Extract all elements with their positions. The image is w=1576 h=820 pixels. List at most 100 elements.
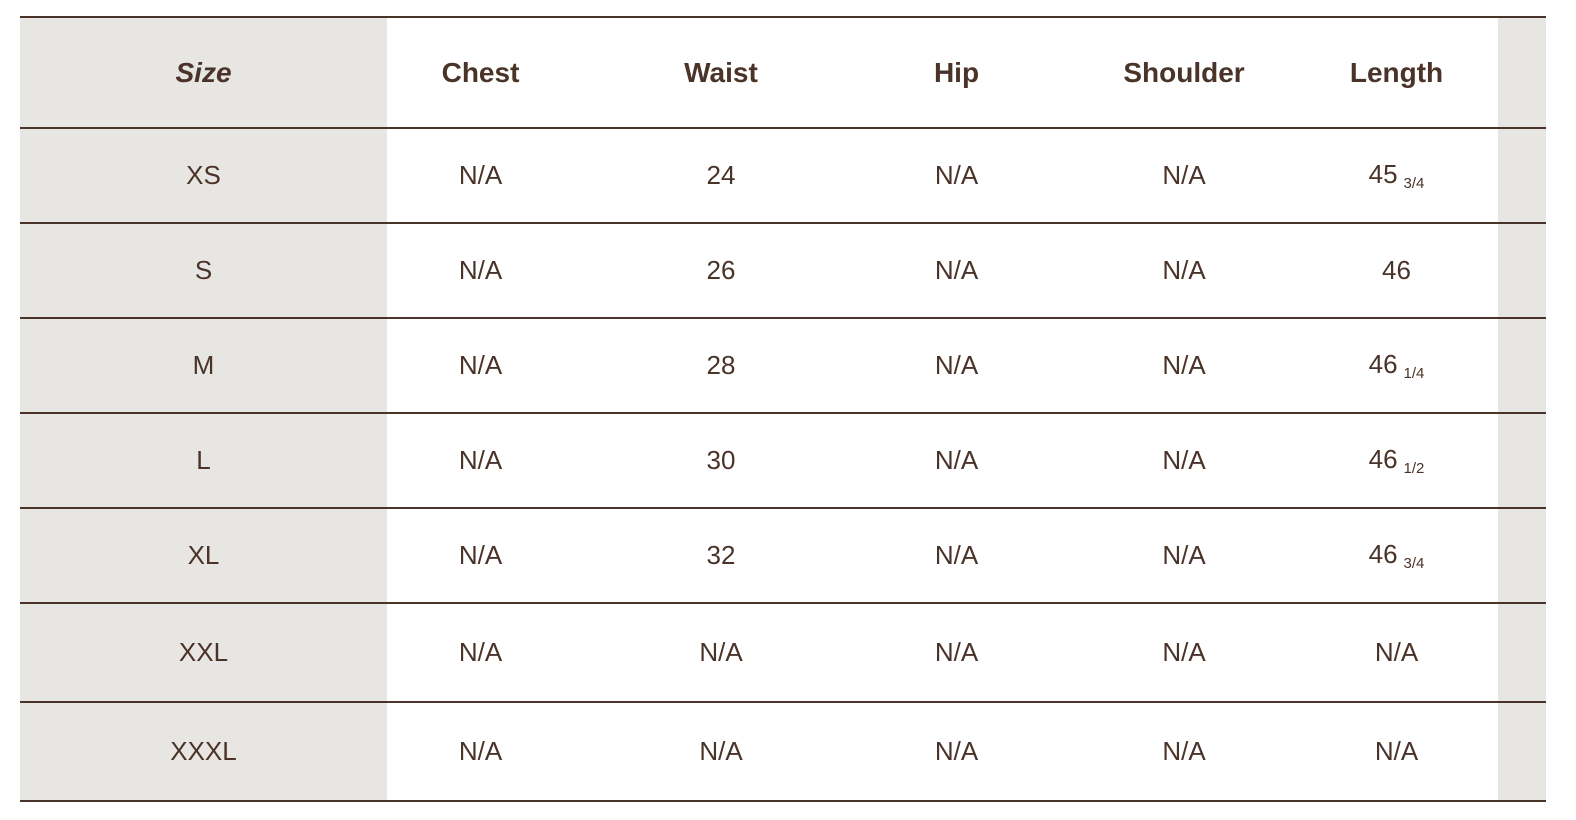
shaded-edge-column bbox=[1498, 16, 1546, 129]
cell-length: N/A bbox=[1295, 702, 1498, 802]
cell-hip-value: N/A bbox=[934, 540, 979, 570]
cell-hip-value: N/A bbox=[934, 255, 979, 285]
shaded-edge-cell bbox=[1498, 318, 1546, 414]
shaded-edge-cell bbox=[1498, 508, 1546, 604]
cell-length: N/A bbox=[1295, 603, 1498, 703]
cell-shoulder: N/A bbox=[1073, 318, 1295, 414]
cell-hip-value: N/A bbox=[934, 736, 979, 766]
header-hip: Hip bbox=[840, 16, 1073, 129]
cell-hip-value: N/A bbox=[934, 350, 979, 380]
cell-waist: 26 bbox=[602, 223, 840, 319]
cell-waist-value: 30 bbox=[706, 445, 736, 475]
cell-length: 45 3/4 bbox=[1295, 128, 1498, 224]
shaded-edge-cell bbox=[1498, 702, 1546, 802]
cell-hip: N/A bbox=[840, 702, 1073, 802]
cell-size: L bbox=[20, 413, 387, 509]
table-row: XL N/A 32 N/A N/A 46 3/4 bbox=[20, 508, 1546, 604]
cell-length-value: 46 bbox=[1382, 255, 1411, 285]
header-size: Size bbox=[20, 16, 387, 129]
cell-chest: N/A bbox=[387, 318, 602, 414]
cell-hip-value: N/A bbox=[934, 160, 979, 190]
cell-length-value: 46 bbox=[1368, 349, 1398, 379]
shaded-edge-cell bbox=[1498, 603, 1546, 703]
cell-size-value: XS bbox=[186, 160, 221, 190]
shaded-edge-cell bbox=[1498, 413, 1546, 509]
cell-chest-value: N/A bbox=[458, 736, 503, 766]
cell-hip: N/A bbox=[840, 508, 1073, 604]
cell-waist-value: N/A bbox=[699, 736, 743, 766]
cell-waist-value: 32 bbox=[706, 540, 736, 570]
header-chest: Chest bbox=[387, 16, 602, 129]
cell-length-value: 46 bbox=[1368, 444, 1398, 474]
cell-shoulder: N/A bbox=[1073, 702, 1295, 802]
length-fraction: 1/2 bbox=[1403, 460, 1425, 477]
cell-shoulder: N/A bbox=[1073, 508, 1295, 604]
cell-waist: 28 bbox=[602, 318, 840, 414]
cell-length: 46 bbox=[1295, 223, 1498, 319]
cell-hip-value: N/A bbox=[934, 637, 979, 667]
cell-waist: 30 bbox=[602, 413, 840, 509]
cell-shoulder-value: N/A bbox=[1162, 350, 1206, 380]
cell-chest-value: N/A bbox=[458, 540, 503, 570]
length-fraction: 3/4 bbox=[1403, 555, 1425, 572]
cell-hip-value: N/A bbox=[934, 445, 979, 475]
cell-hip: N/A bbox=[840, 223, 1073, 319]
cell-shoulder-value: N/A bbox=[1162, 736, 1206, 766]
cell-chest: N/A bbox=[387, 508, 602, 604]
shaded-edge-cell bbox=[1498, 223, 1546, 319]
cell-hip: N/A bbox=[840, 413, 1073, 509]
table-row: S N/A 26 N/A N/A 46 bbox=[20, 223, 1546, 319]
cell-size-value: L bbox=[196, 445, 211, 475]
cell-chest-value: N/A bbox=[458, 350, 503, 380]
table-row: XS N/A 24 N/A N/A 45 3/4 bbox=[20, 128, 1546, 224]
cell-shoulder: N/A bbox=[1073, 128, 1295, 224]
cell-chest: N/A bbox=[387, 603, 602, 703]
shaded-edge-cell bbox=[1498, 128, 1546, 224]
cell-shoulder: N/A bbox=[1073, 223, 1295, 319]
cell-waist-value: 28 bbox=[706, 350, 736, 380]
cell-shoulder-value: N/A bbox=[1162, 540, 1206, 570]
cell-shoulder: N/A bbox=[1073, 413, 1295, 509]
cell-waist-value: N/A bbox=[699, 637, 743, 667]
cell-shoulder-value: N/A bbox=[1162, 255, 1206, 285]
header-shoulder: Shoulder bbox=[1073, 16, 1295, 129]
cell-size-value: XXL bbox=[178, 637, 229, 667]
cell-length-value: N/A bbox=[1374, 637, 1419, 667]
cell-size: XXXL bbox=[20, 702, 387, 802]
cell-chest-value: N/A bbox=[458, 255, 503, 285]
cell-size: M bbox=[20, 318, 387, 414]
cell-length-value: 45 bbox=[1368, 159, 1398, 189]
cell-waist: 24 bbox=[602, 128, 840, 224]
cell-length: 46 1/2 bbox=[1295, 413, 1498, 509]
cell-size-value: S bbox=[194, 255, 213, 285]
cell-shoulder-value: N/A bbox=[1162, 637, 1206, 667]
table-row: XXXL N/A N/A N/A N/A N/A bbox=[20, 702, 1546, 802]
cell-size-value: XL bbox=[187, 540, 220, 570]
cell-length-value: 46 bbox=[1368, 539, 1398, 569]
cell-size: XS bbox=[20, 128, 387, 224]
cell-hip: N/A bbox=[840, 603, 1073, 703]
cell-size: XXL bbox=[20, 603, 387, 703]
cell-chest-value: N/A bbox=[458, 160, 503, 190]
cell-waist-value: 26 bbox=[706, 255, 736, 285]
header-length: Length bbox=[1295, 16, 1498, 129]
length-fraction: 1/4 bbox=[1403, 365, 1425, 382]
cell-length: 46 1/4 bbox=[1295, 318, 1498, 414]
table-row: M N/A 28 N/A N/A 46 1/4 bbox=[20, 318, 1546, 414]
table-row: L N/A 30 N/A N/A 46 1/2 bbox=[20, 413, 1546, 509]
cell-chest-value: N/A bbox=[458, 637, 503, 667]
cell-chest-value: N/A bbox=[458, 445, 503, 475]
cell-hip: N/A bbox=[840, 128, 1073, 224]
cell-shoulder-value: N/A bbox=[1162, 160, 1206, 190]
table-row: XXL N/A N/A N/A N/A N/A bbox=[20, 603, 1546, 703]
length-fraction: 3/4 bbox=[1403, 175, 1425, 192]
cell-chest: N/A bbox=[387, 702, 602, 802]
cell-size-value: M bbox=[192, 350, 215, 380]
cell-waist: 32 bbox=[602, 508, 840, 604]
size-chart-table: Size Chest Waist Hip Shoulder Length XS N… bbox=[20, 16, 1546, 802]
cell-waist-value: 24 bbox=[706, 160, 736, 190]
cell-waist: N/A bbox=[602, 702, 840, 802]
header-row: Size Chest Waist Hip Shoulder Length bbox=[20, 16, 1546, 129]
cell-chest: N/A bbox=[387, 223, 602, 319]
cell-chest: N/A bbox=[387, 128, 602, 224]
